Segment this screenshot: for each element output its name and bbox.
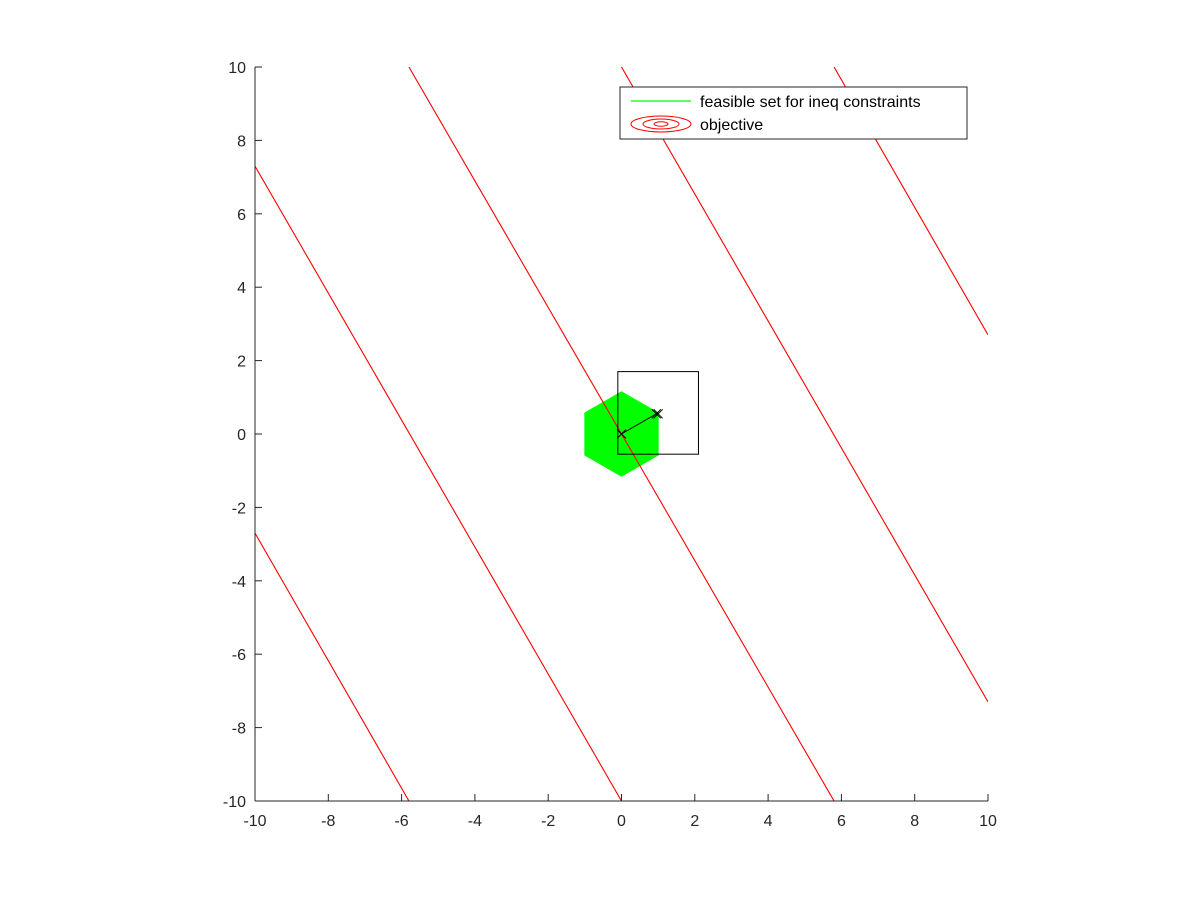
legend-label-feasible-set: feasible set for ineq constraints	[700, 94, 921, 111]
iterate-marker-0	[616, 429, 627, 439]
y-tick-label: -4	[232, 574, 246, 591]
y-tick-label: -8	[232, 721, 246, 738]
x-tick-label: 6	[837, 813, 846, 830]
x-tick-label: -8	[321, 813, 335, 830]
x-tick-label: -4	[468, 813, 482, 830]
iterate-path-layer	[616, 408, 664, 439]
y-tick-label: -10	[223, 794, 246, 811]
y-tick-label: 6	[237, 207, 246, 224]
objective-contour-line-3	[621, 67, 988, 703]
legend-label-objective: objective	[700, 117, 763, 134]
iterate-marker-1	[651, 408, 662, 419]
x-tick-label: 0	[617, 813, 626, 830]
y-tick-label: 4	[237, 280, 246, 297]
axes: -10 -8 -6 -4 -2 0 2 4 6 8 10 -10 -8 -6 -4 -2 0 2 4 6 8 10	[223, 60, 997, 830]
legend: feasible set for ineq constraints object…	[619, 86, 968, 140]
plot-area	[255, 67, 988, 801]
y-tick-label: -2	[232, 500, 246, 517]
x-tick-label: 10	[979, 813, 997, 830]
x-tick-label: 2	[690, 813, 699, 830]
y-tick-label: 2	[237, 354, 246, 371]
y-tick-label: 10	[228, 60, 246, 77]
objective-contour-line-1	[255, 165, 622, 801]
trust-region-box	[617, 371, 699, 455]
legend-swatch-objective	[630, 115, 692, 133]
y-tick-label: 8	[237, 133, 246, 150]
x-tick-label: 4	[764, 813, 773, 830]
x-tick-label: -6	[394, 813, 408, 830]
y-tick-label: 0	[237, 427, 246, 444]
iterate-marker-2	[653, 408, 664, 419]
y-tick-label: -6	[232, 647, 246, 664]
x-tick-label: -2	[541, 813, 555, 830]
trust-region-layer	[617, 371, 699, 455]
x-tick-label: 8	[910, 813, 919, 830]
objective-contour-line-0	[255, 532, 410, 801]
x-tick-label: -10	[243, 813, 266, 830]
